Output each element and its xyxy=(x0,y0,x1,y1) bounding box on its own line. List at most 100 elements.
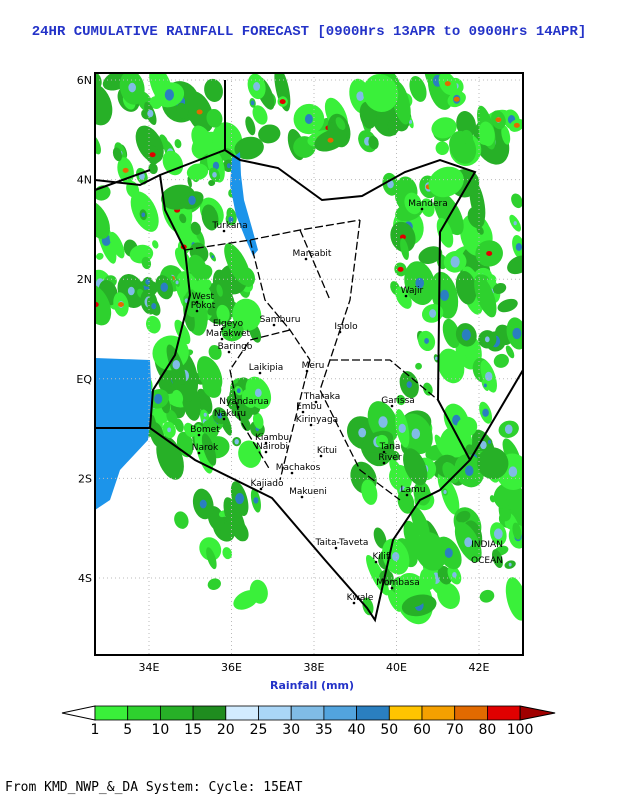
rain-area xyxy=(492,283,507,295)
rain-core xyxy=(398,423,406,433)
rain-core xyxy=(147,109,154,118)
rain-area xyxy=(387,589,402,612)
place-label: Garissa xyxy=(381,396,415,406)
rain-core xyxy=(199,499,207,509)
rain-area xyxy=(96,252,104,260)
rain-area xyxy=(188,254,207,280)
rain-core xyxy=(145,278,150,285)
colorbar-box xyxy=(127,705,161,721)
rain-peak xyxy=(397,266,404,272)
place-label: Nyandarua xyxy=(219,397,268,407)
place-label: Marsabit xyxy=(293,249,332,259)
rain-peak xyxy=(444,81,451,87)
rain-area xyxy=(226,395,238,411)
rain-core xyxy=(160,282,169,292)
colorbar-tick-label: 5 xyxy=(123,722,132,738)
place-label: Turkana xyxy=(211,221,247,231)
rain-area xyxy=(222,547,233,560)
rain-area xyxy=(420,198,435,217)
rain-core xyxy=(236,388,241,394)
rain-core xyxy=(228,216,234,223)
rain-core xyxy=(154,393,163,404)
rain-area xyxy=(224,243,251,286)
place-label: Embu xyxy=(296,402,322,412)
rain-core xyxy=(253,497,259,504)
place-label: Meru xyxy=(302,361,325,371)
rain-area xyxy=(512,522,522,540)
rain-area xyxy=(410,505,430,541)
place-dot xyxy=(390,404,394,408)
rain-core xyxy=(217,412,223,419)
place-label: Samburu xyxy=(260,315,301,325)
rain-area xyxy=(440,478,460,515)
rain-area xyxy=(335,117,346,131)
rain-area xyxy=(204,78,223,103)
rain-peak xyxy=(327,137,334,143)
rain-core xyxy=(164,89,174,101)
rain-core xyxy=(128,82,136,93)
colorbar-tick-label: 80 xyxy=(478,722,496,738)
rain-area xyxy=(95,73,102,89)
place-dot xyxy=(227,350,231,354)
rain-core xyxy=(493,528,503,540)
rain-core xyxy=(175,280,179,285)
rain-area xyxy=(397,489,415,514)
rain-core xyxy=(508,562,512,567)
place-dot xyxy=(272,323,276,327)
lat-tick-label: 2S xyxy=(78,472,92,485)
rain-area xyxy=(362,74,399,112)
rain-core xyxy=(203,412,207,417)
rain-core xyxy=(167,427,172,433)
colorbar-box xyxy=(94,705,129,721)
lon-tick-label: 38E xyxy=(304,661,325,674)
rain-area xyxy=(190,221,201,235)
rain-area xyxy=(112,147,123,162)
place-dot xyxy=(220,337,224,341)
rain-core xyxy=(127,286,135,296)
rain-area xyxy=(221,321,244,342)
place-dot xyxy=(197,451,201,455)
rain-peak xyxy=(495,117,502,123)
rain-area xyxy=(172,389,184,405)
rain-core xyxy=(487,440,491,444)
colorbar-tick-label: 1 xyxy=(91,722,100,738)
place-dot xyxy=(195,300,199,304)
colorbar-box xyxy=(258,705,292,721)
lat-tick-label: 2N xyxy=(77,273,92,286)
rain-area xyxy=(505,345,515,359)
rain-area xyxy=(206,547,217,570)
place-dot xyxy=(405,493,409,497)
rain-core xyxy=(504,424,513,435)
place-label: Laikipia xyxy=(249,363,283,373)
place-label: Wajir xyxy=(401,286,424,296)
place-label: Taita-Taveta xyxy=(315,538,369,548)
place-label: Kajiado xyxy=(251,479,284,489)
rain-area xyxy=(511,193,523,209)
colorbar-tick-label: 60 xyxy=(413,722,431,738)
place-dot xyxy=(222,417,226,421)
country-border xyxy=(148,148,477,623)
place-dot xyxy=(195,309,199,313)
rain-area xyxy=(479,589,495,603)
rain-area xyxy=(400,238,409,260)
place-dot xyxy=(352,601,356,605)
rain-area xyxy=(109,231,125,259)
place-label: OCEAN xyxy=(471,556,503,566)
rain-core xyxy=(508,466,518,478)
place-dot xyxy=(390,586,394,590)
map-layer xyxy=(95,73,523,655)
rain-core xyxy=(254,388,262,398)
rain-area xyxy=(497,298,518,313)
rain-area xyxy=(216,304,230,323)
rain-core xyxy=(304,114,313,124)
map-frame xyxy=(94,72,524,656)
rain-core xyxy=(515,243,522,251)
lon-tick-label: 34E xyxy=(139,661,160,674)
rain-area xyxy=(396,394,406,406)
place-label: West xyxy=(192,292,215,302)
place-label: Marakwet xyxy=(206,329,251,339)
rain-area xyxy=(437,348,465,384)
rain-area xyxy=(245,116,256,136)
rain-area xyxy=(507,255,523,275)
rain-core xyxy=(235,493,245,505)
